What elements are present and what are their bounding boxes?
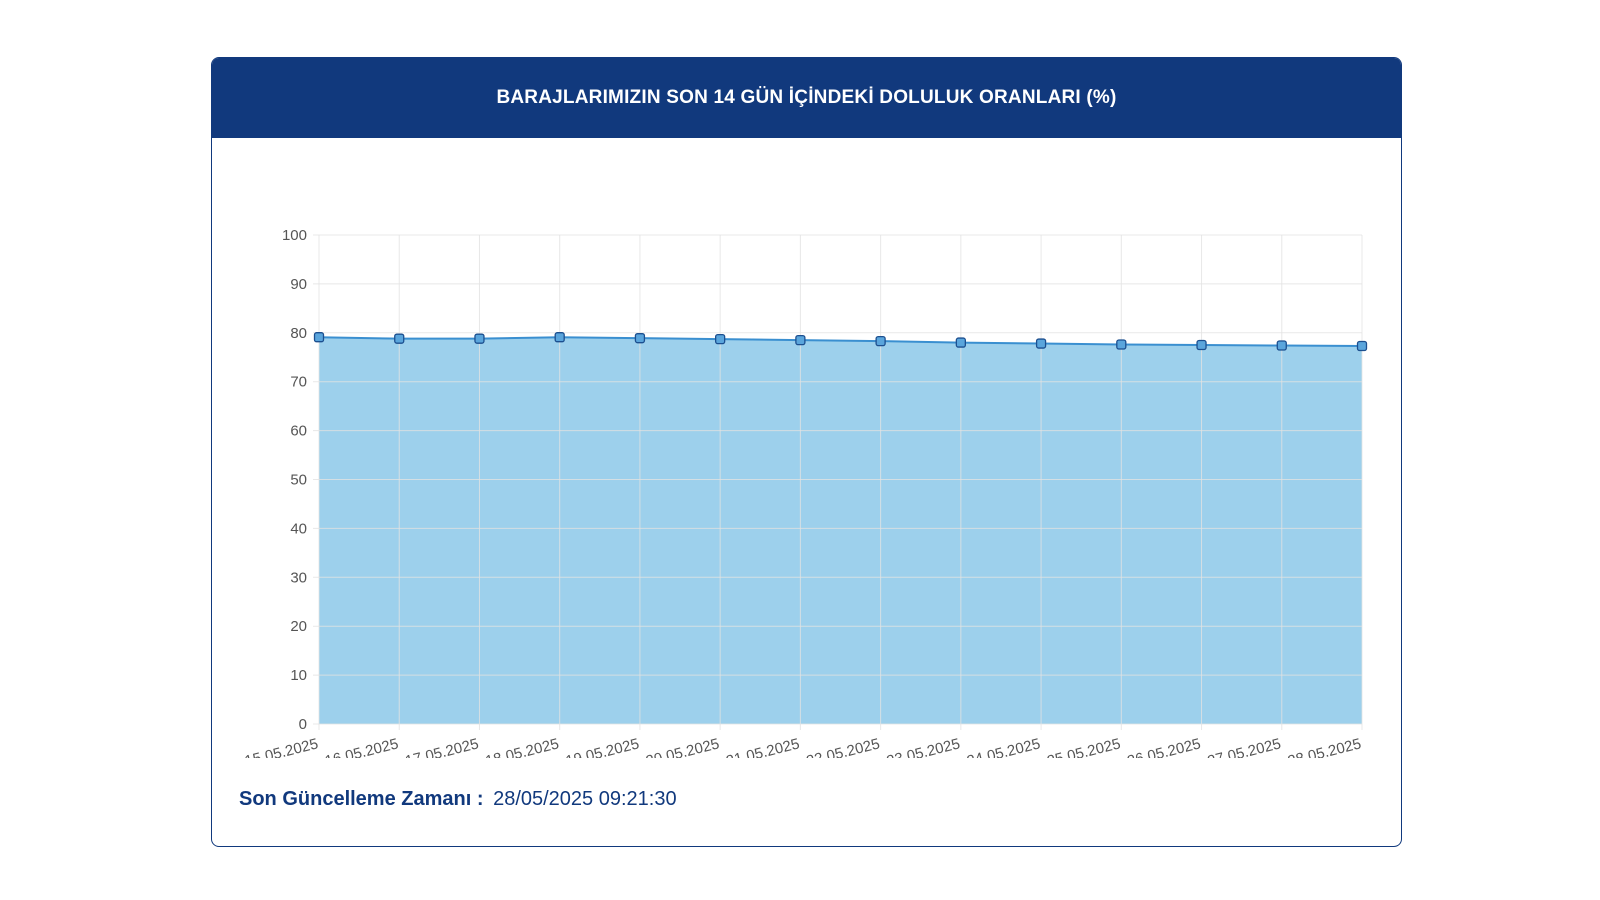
x-tick-label: 17.05.2025 <box>403 735 480 758</box>
x-tick-label: 28.05.2025 <box>1286 735 1363 758</box>
data-point <box>1116 339 1127 350</box>
y-tick-label: 0 <box>299 716 307 733</box>
y-tick-label: 70 <box>290 374 307 391</box>
y-tick-label: 80 <box>290 325 307 342</box>
area-fill <box>319 337 1362 724</box>
x-tick-label: 26.05.2025 <box>1126 735 1203 758</box>
last-update-label: Son Güncelleme Zamanı : <box>239 788 484 810</box>
data-point <box>1035 338 1047 349</box>
last-update: Son Güncelleme Zamanı : 28/05/2025 09:21… <box>239 788 677 811</box>
x-tick-label: 16.05.2025 <box>323 735 400 758</box>
x-tick-label: 27.05.2025 <box>1206 735 1283 758</box>
series-line <box>318 336 1363 348</box>
chart-area: 0 10 20 30 40 50 60 70 80 90 100 15.05.2025 16.05.20… <box>212 138 1401 770</box>
data-point <box>313 332 325 343</box>
x-tick-label: 21.05.2025 <box>724 735 801 758</box>
chart-card: BARAJLARIMIZIN SON 14 GÜN İÇİNDEKİ DOLUL… <box>211 57 1402 847</box>
x-tick-label: 19.05.2025 <box>564 735 641 758</box>
last-update-value: 28/05/2025 09:21:30 <box>493 788 677 810</box>
data-point <box>795 334 806 346</box>
y-tick-label: 40 <box>290 520 307 537</box>
data-point <box>715 334 726 345</box>
y-tick-label: 100 <box>282 227 307 244</box>
data-point <box>394 333 405 344</box>
card-header: BARAJLARIMIZIN SON 14 GÜN İÇİNDEKİ DOLUL… <box>212 58 1401 138</box>
x-tick-label: 18.05.2025 <box>484 735 561 758</box>
data-point <box>1356 340 1368 352</box>
data-point <box>554 332 565 343</box>
dam-fill-chart: 0 10 20 30 40 50 60 70 80 90 100 15.05.2025 16.05.20… <box>243 227 1368 770</box>
data-point <box>955 337 966 348</box>
y-tick-label: 90 <box>290 276 307 293</box>
x-tick-label: 20.05.2025 <box>644 735 721 758</box>
data-point <box>875 335 886 347</box>
y-tick-label: 60 <box>290 423 307 440</box>
data-point <box>1196 339 1207 351</box>
x-tick-label: 15.05.2025 <box>243 735 320 758</box>
x-tick-label: 24.05.2025 <box>965 735 1042 758</box>
data-point <box>474 333 485 344</box>
y-tick-label: 10 <box>290 667 307 684</box>
y-tick-label: 30 <box>290 569 307 586</box>
data-point <box>634 333 646 344</box>
chart-title: BARAJLARIMIZIN SON 14 GÜN İÇİNDEKİ DOLUL… <box>496 87 1117 108</box>
data-point <box>1276 340 1287 351</box>
x-tick-label: 22.05.2025 <box>805 735 882 758</box>
y-tick-label: 50 <box>290 472 307 489</box>
x-tick-label: 25.05.2025 <box>1045 735 1122 758</box>
x-tick-label: 23.05.2025 <box>885 735 962 758</box>
y-tick-label: 20 <box>290 618 307 635</box>
